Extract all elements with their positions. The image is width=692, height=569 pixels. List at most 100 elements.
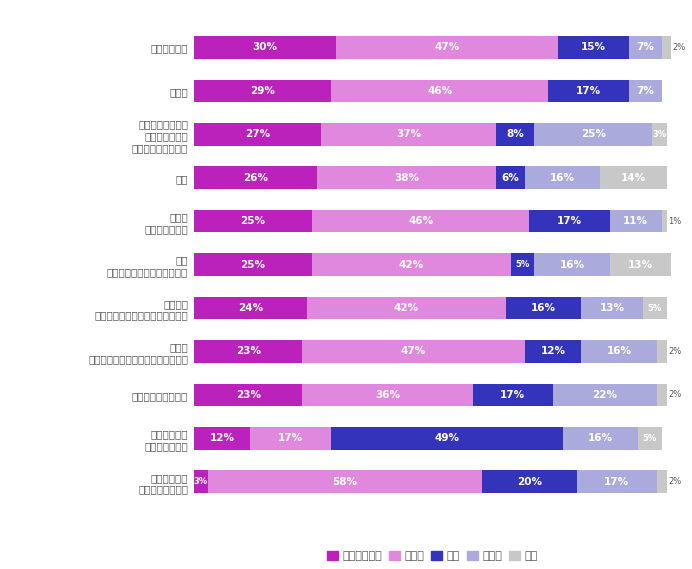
Text: 2%: 2% (673, 43, 686, 52)
Text: 22%: 22% (592, 390, 617, 400)
Text: 25%: 25% (240, 216, 265, 226)
Bar (194, 384, 302, 406)
Bar (638, 427, 662, 450)
Bar (548, 80, 629, 102)
Bar (534, 123, 653, 146)
Text: 47%: 47% (401, 347, 426, 356)
Bar (312, 253, 511, 276)
Bar (312, 210, 529, 233)
Bar (662, 210, 666, 233)
Text: 15%: 15% (581, 43, 606, 52)
Text: 38%: 38% (394, 173, 419, 183)
Text: 16%: 16% (531, 303, 556, 313)
Bar (321, 123, 496, 146)
Bar (194, 36, 336, 59)
Text: 7%: 7% (637, 86, 654, 96)
Text: 16%: 16% (607, 347, 632, 356)
Text: 23%: 23% (236, 347, 261, 356)
Text: 1%: 1% (668, 217, 681, 226)
Text: 5%: 5% (516, 260, 529, 269)
Bar (302, 340, 525, 362)
Text: 2%: 2% (668, 390, 681, 399)
Text: 29%: 29% (250, 86, 275, 96)
Text: 24%: 24% (238, 303, 263, 313)
Text: 49%: 49% (434, 433, 459, 443)
Text: 16%: 16% (550, 173, 575, 183)
Bar (643, 296, 666, 319)
Text: 17%: 17% (576, 86, 601, 96)
Bar (576, 471, 657, 493)
Text: 42%: 42% (394, 303, 419, 313)
Text: 47%: 47% (434, 43, 459, 52)
Bar (194, 80, 331, 102)
Bar (529, 210, 610, 233)
Bar (525, 167, 601, 189)
Text: 25%: 25% (581, 129, 606, 139)
Text: 36%: 36% (375, 390, 400, 400)
Bar (194, 210, 312, 233)
Text: 46%: 46% (427, 86, 452, 96)
Text: 8%: 8% (507, 129, 524, 139)
Text: 25%: 25% (240, 259, 265, 270)
Bar (506, 296, 581, 319)
Bar (473, 384, 553, 406)
Text: 30%: 30% (252, 43, 277, 52)
Text: 27%: 27% (245, 129, 270, 139)
Text: 6%: 6% (502, 173, 520, 183)
Bar (331, 427, 563, 450)
Text: 58%: 58% (333, 477, 358, 486)
Text: 17%: 17% (278, 433, 303, 443)
Bar (558, 36, 629, 59)
Text: 37%: 37% (397, 129, 421, 139)
Bar (482, 471, 576, 493)
Text: 17%: 17% (557, 216, 582, 226)
Text: 23%: 23% (236, 390, 261, 400)
Bar (194, 167, 317, 189)
Text: 2%: 2% (668, 477, 681, 486)
Text: 2%: 2% (668, 347, 681, 356)
Bar (496, 167, 525, 189)
Bar (496, 123, 534, 146)
Text: 7%: 7% (637, 43, 654, 52)
Text: 42%: 42% (399, 259, 424, 270)
Text: 13%: 13% (600, 303, 625, 313)
Text: 11%: 11% (623, 216, 648, 226)
Bar (251, 427, 331, 450)
Bar (307, 296, 506, 319)
Bar (581, 296, 643, 319)
Bar (610, 253, 671, 276)
Text: 20%: 20% (517, 477, 542, 486)
Bar (629, 80, 662, 102)
Bar (336, 36, 558, 59)
Bar (302, 384, 473, 406)
Text: 12%: 12% (540, 347, 565, 356)
Text: 16%: 16% (588, 433, 613, 443)
Bar (601, 167, 666, 189)
Text: 17%: 17% (604, 477, 630, 486)
Text: 5%: 5% (643, 434, 657, 443)
Bar (194, 340, 302, 362)
Bar (662, 36, 671, 59)
Text: 5%: 5% (648, 303, 662, 312)
Bar (657, 384, 666, 406)
Bar (653, 123, 666, 146)
Bar (194, 471, 208, 493)
Bar (563, 427, 638, 450)
Bar (657, 471, 666, 493)
Legend: 非常に大きい, 大きい, 普通, 少ない, ない: 非常に大きい, 大きい, 普通, 少ない, ない (323, 547, 542, 566)
Text: 13%: 13% (628, 259, 653, 270)
Bar (525, 340, 581, 362)
Text: 46%: 46% (408, 216, 433, 226)
Text: 17%: 17% (500, 390, 525, 400)
Text: 3%: 3% (194, 477, 208, 486)
Bar (208, 471, 482, 493)
Bar (194, 253, 312, 276)
Bar (629, 36, 662, 59)
Bar (581, 340, 657, 362)
Text: 3%: 3% (653, 130, 666, 139)
Bar (194, 123, 321, 146)
Bar (553, 384, 657, 406)
Bar (194, 296, 307, 319)
Text: 14%: 14% (621, 173, 646, 183)
Bar (194, 427, 251, 450)
